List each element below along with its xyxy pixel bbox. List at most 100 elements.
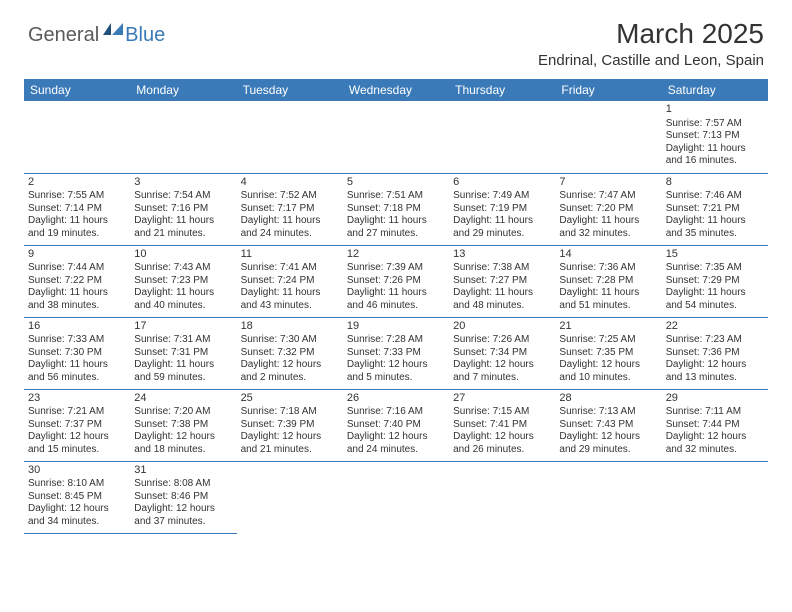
day-number: 20: [453, 320, 551, 334]
sunset-text: Sunset: 7:27 PM: [453, 275, 551, 288]
calendar-cell: 16Sunrise: 7:33 AMSunset: 7:30 PMDayligh…: [24, 317, 130, 389]
daylight-text: Daylight: 11 hours and 32 minutes.: [559, 215, 657, 240]
daylight-text: Daylight: 11 hours and 35 minutes.: [666, 215, 764, 240]
calendar-cell: 5Sunrise: 7:51 AMSunset: 7:18 PMDaylight…: [343, 173, 449, 245]
calendar-cell: [449, 101, 555, 173]
daylight-text: Daylight: 11 hours and 59 minutes.: [134, 359, 232, 384]
day-number: 26: [347, 392, 445, 406]
calendar-cell: 27Sunrise: 7:15 AMSunset: 7:41 PMDayligh…: [449, 389, 555, 461]
calendar-cell: 31Sunrise: 8:08 AMSunset: 8:46 PMDayligh…: [130, 461, 236, 533]
calendar-cell: [24, 101, 130, 173]
sunrise-text: Sunrise: 7:49 AM: [453, 190, 551, 203]
calendar-cell: 21Sunrise: 7:25 AMSunset: 7:35 PMDayligh…: [555, 317, 661, 389]
sunset-text: Sunset: 7:19 PM: [453, 203, 551, 216]
day-number: 24: [134, 392, 232, 406]
weekday-header: Friday: [555, 79, 661, 101]
daylight-text: Daylight: 11 hours and 27 minutes.: [347, 215, 445, 240]
weekday-header: Monday: [130, 79, 236, 101]
daylight-text: Daylight: 11 hours and 29 minutes.: [453, 215, 551, 240]
calendar-cell: 22Sunrise: 7:23 AMSunset: 7:36 PMDayligh…: [662, 317, 768, 389]
calendar-cell: [343, 461, 449, 533]
day-number: 10: [134, 248, 232, 262]
daylight-text: Daylight: 12 hours and 7 minutes.: [453, 359, 551, 384]
calendar-table: Sunday Monday Tuesday Wednesday Thursday…: [24, 79, 768, 534]
day-number: 14: [559, 248, 657, 262]
sunset-text: Sunset: 7:35 PM: [559, 347, 657, 360]
sunset-text: Sunset: 8:45 PM: [28, 491, 126, 504]
day-number: 17: [134, 320, 232, 334]
calendar-row: 16Sunrise: 7:33 AMSunset: 7:30 PMDayligh…: [24, 317, 768, 389]
day-number: 21: [559, 320, 657, 334]
daylight-text: Daylight: 11 hours and 48 minutes.: [453, 287, 551, 312]
day-number: 4: [241, 176, 339, 190]
sunset-text: Sunset: 7:40 PM: [347, 419, 445, 432]
calendar-cell: 30Sunrise: 8:10 AMSunset: 8:45 PMDayligh…: [24, 461, 130, 533]
day-number: 16: [28, 320, 126, 334]
sunrise-text: Sunrise: 7:36 AM: [559, 262, 657, 275]
daylight-text: Daylight: 12 hours and 13 minutes.: [666, 359, 764, 384]
logo-text-blue: Blue: [125, 24, 165, 47]
calendar-cell: 10Sunrise: 7:43 AMSunset: 7:23 PMDayligh…: [130, 245, 236, 317]
day-number: 25: [241, 392, 339, 406]
day-number: 9: [28, 248, 126, 262]
calendar-cell: [237, 461, 343, 533]
sunset-text: Sunset: 7:39 PM: [241, 419, 339, 432]
calendar-cell: [662, 461, 768, 533]
day-number: 22: [666, 320, 764, 334]
sunset-text: Sunset: 7:33 PM: [347, 347, 445, 360]
calendar-cell: 18Sunrise: 7:30 AMSunset: 7:32 PMDayligh…: [237, 317, 343, 389]
sunset-text: Sunset: 7:17 PM: [241, 203, 339, 216]
calendar-cell: 13Sunrise: 7:38 AMSunset: 7:27 PMDayligh…: [449, 245, 555, 317]
calendar-cell: 17Sunrise: 7:31 AMSunset: 7:31 PMDayligh…: [130, 317, 236, 389]
sunset-text: Sunset: 7:23 PM: [134, 275, 232, 288]
day-number: 11: [241, 248, 339, 262]
calendar-cell: 4Sunrise: 7:52 AMSunset: 7:17 PMDaylight…: [237, 173, 343, 245]
daylight-text: Daylight: 11 hours and 24 minutes.: [241, 215, 339, 240]
daylight-text: Daylight: 12 hours and 34 minutes.: [28, 503, 126, 528]
day-number: 15: [666, 248, 764, 262]
sunrise-text: Sunrise: 7:20 AM: [134, 406, 232, 419]
daylight-text: Daylight: 12 hours and 37 minutes.: [134, 503, 232, 528]
sunrise-text: Sunrise: 7:55 AM: [28, 190, 126, 203]
calendar-row: 1Sunrise: 7:57 AMSunset: 7:13 PMDaylight…: [24, 101, 768, 173]
sunset-text: Sunset: 7:43 PM: [559, 419, 657, 432]
calendar-cell: [555, 461, 661, 533]
sunset-text: Sunset: 8:46 PM: [134, 491, 232, 504]
sunset-text: Sunset: 7:38 PM: [134, 419, 232, 432]
day-number: 8: [666, 176, 764, 190]
calendar-cell: 20Sunrise: 7:26 AMSunset: 7:34 PMDayligh…: [449, 317, 555, 389]
sunrise-text: Sunrise: 7:51 AM: [347, 190, 445, 203]
daylight-text: Daylight: 11 hours and 21 minutes.: [134, 215, 232, 240]
day-number: 13: [453, 248, 551, 262]
sunset-text: Sunset: 7:41 PM: [453, 419, 551, 432]
calendar-cell: 2Sunrise: 7:55 AMSunset: 7:14 PMDaylight…: [24, 173, 130, 245]
sunset-text: Sunset: 7:31 PM: [134, 347, 232, 360]
sunrise-text: Sunrise: 7:15 AM: [453, 406, 551, 419]
sunset-text: Sunset: 7:13 PM: [666, 130, 764, 143]
daylight-text: Daylight: 11 hours and 43 minutes.: [241, 287, 339, 312]
calendar-row: 30Sunrise: 8:10 AMSunset: 8:45 PMDayligh…: [24, 461, 768, 533]
sunrise-text: Sunrise: 7:35 AM: [666, 262, 764, 275]
calendar-cell: 25Sunrise: 7:18 AMSunset: 7:39 PMDayligh…: [237, 389, 343, 461]
sunrise-text: Sunrise: 7:23 AM: [666, 334, 764, 347]
sunrise-text: Sunrise: 7:38 AM: [453, 262, 551, 275]
daylight-text: Daylight: 11 hours and 40 minutes.: [134, 287, 232, 312]
location-text: Endrinal, Castille and Leon, Spain: [538, 52, 764, 69]
sunrise-text: Sunrise: 7:11 AM: [666, 406, 764, 419]
sunset-text: Sunset: 7:34 PM: [453, 347, 551, 360]
calendar-cell: 7Sunrise: 7:47 AMSunset: 7:20 PMDaylight…: [555, 173, 661, 245]
sunrise-text: Sunrise: 7:57 AM: [666, 118, 764, 131]
calendar-cell: [449, 461, 555, 533]
sunset-text: Sunset: 7:28 PM: [559, 275, 657, 288]
day-number: 31: [134, 464, 232, 478]
calendar-cell: 19Sunrise: 7:28 AMSunset: 7:33 PMDayligh…: [343, 317, 449, 389]
sunrise-text: Sunrise: 7:21 AM: [28, 406, 126, 419]
sunrise-text: Sunrise: 7:41 AM: [241, 262, 339, 275]
daylight-text: Daylight: 12 hours and 26 minutes.: [453, 431, 551, 456]
sunrise-text: Sunrise: 7:13 AM: [559, 406, 657, 419]
day-number: 19: [347, 320, 445, 334]
calendar-cell: [237, 101, 343, 173]
sunset-text: Sunset: 7:14 PM: [28, 203, 126, 216]
weekday-header: Tuesday: [237, 79, 343, 101]
daylight-text: Daylight: 11 hours and 56 minutes.: [28, 359, 126, 384]
